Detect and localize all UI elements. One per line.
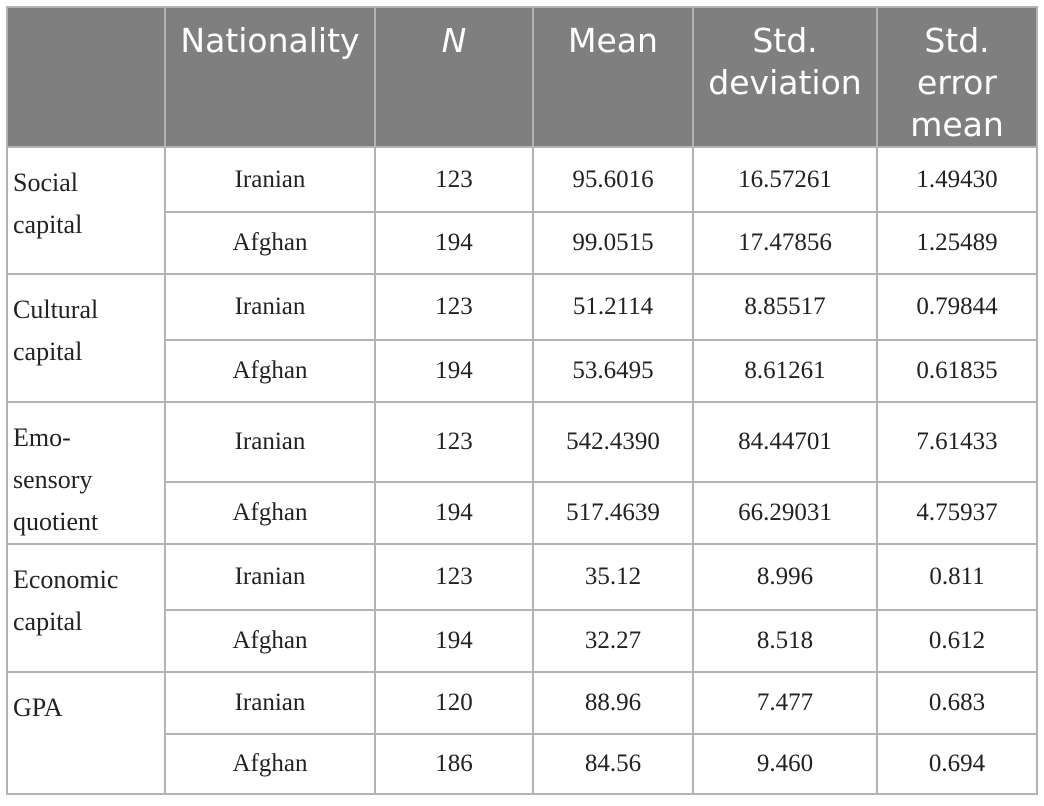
nationality-cell: Afghan	[164, 211, 376, 275]
variable-cell-cultural-capital: Cultural capital	[6, 273, 166, 403]
std-error-cell: 1.49430	[876, 146, 1038, 213]
table-row: Social capital Iranian 123 95.6016 16.572…	[6, 146, 1038, 275]
variable-label: quotient	[13, 507, 99, 536]
std-error-cell: 0.683	[876, 671, 1038, 735]
table-row: Afghan 194 32.27 8.518 0.612	[7, 609, 1038, 673]
header-nationality: Nationality	[164, 6, 376, 148]
std-deviation-cell: 16.57261	[692, 146, 878, 213]
header-std-deviation-line-1: Std.	[752, 21, 818, 60]
header-std-error-mean: Std. error mean	[876, 6, 1038, 148]
n-cell: 123	[374, 146, 534, 213]
n-cell: 120	[374, 671, 534, 735]
header-nationality-label: Nationality	[180, 21, 360, 60]
descriptive-statistics-table: Nationality N Mean Std. deviation Std. err…	[6, 6, 1038, 795]
std-deviation-cell: 7.477	[692, 671, 878, 735]
mean-cell: 53.6495	[532, 339, 694, 403]
nationality-cell: Iranian	[164, 401, 376, 483]
header-std-error-mean-line-3: mean	[910, 105, 1004, 144]
nationality-cell: Iranian	[164, 146, 376, 213]
variable-cell-emo-sensory-quotient: Emo-sensory quotient	[6, 401, 166, 545]
table-header: Nationality N Mean Std. deviation Std. err…	[6, 6, 1038, 148]
nationality-cell: Iranian	[164, 273, 376, 341]
variable-label: GPA	[13, 693, 63, 722]
table-row: Afghan 186 84.56 9.460 0.694	[7, 733, 1038, 795]
variable-label: Economic	[13, 565, 119, 594]
table-row: Afghan 194 53.6495 8.61261 0.61835	[7, 339, 1038, 403]
variable-label: Social	[13, 168, 78, 197]
variable-label: capital	[13, 337, 83, 366]
header-row: Nationality N Mean Std. deviation Std. err…	[6, 6, 1038, 148]
mean-cell: 35.12	[532, 543, 694, 611]
std-deviation-cell: 9.460	[692, 733, 878, 795]
nationality-cell: Afghan	[164, 609, 376, 673]
std-deviation-cell: 66.29031	[692, 481, 878, 545]
std-deviation-cell: 8.518	[692, 609, 878, 673]
variable-cell-economic-capital: Economic capital	[6, 543, 166, 673]
variable-label: capital	[13, 210, 83, 239]
table-row: GPA Iranian 120 88.96 7.477 0.683	[6, 671, 1038, 795]
table-row: Emo-sensory quotient Iranian 123 542.4390…	[6, 401, 1038, 545]
mean-cell: 88.96	[532, 671, 694, 735]
table-row: Cultural capital Iranian 123 51.2114 8.85…	[6, 273, 1038, 403]
header-mean: Mean	[532, 6, 694, 148]
nationality-cell: Afghan	[164, 481, 376, 545]
n-cell: 123	[374, 543, 534, 611]
header-std-error-mean-line-2: error	[917, 63, 997, 102]
header-std-deviation: Std. deviation	[692, 6, 878, 148]
std-error-cell: 0.79844	[876, 273, 1038, 341]
std-deviation-cell: 8.85517	[692, 273, 878, 341]
variable-label: Cultural	[13, 295, 99, 324]
table-row: Afghan 194 99.0515 17.47856 1.25489	[7, 211, 1038, 275]
table-row: Economic capital Iranian 123 35.12 8.996 …	[6, 543, 1038, 673]
header-std-error-mean-line-1: Std.	[924, 21, 990, 60]
std-error-cell: 0.612	[876, 609, 1038, 673]
mean-cell: 51.2114	[532, 273, 694, 341]
mean-cell: 517.4639	[532, 481, 694, 545]
variable-cell-social-capital: Social capital	[6, 146, 166, 275]
nationality-cell: Iranian	[164, 543, 376, 611]
mean-cell: 95.6016	[532, 146, 694, 213]
variable-cell-gpa: GPA	[6, 671, 166, 795]
header-empty-cell	[6, 6, 166, 148]
n-cell: 194	[374, 211, 534, 275]
mean-cell: 84.56	[532, 733, 694, 795]
header-n: N	[374, 6, 534, 148]
n-cell: 194	[374, 339, 534, 403]
mean-cell: 32.27	[532, 609, 694, 673]
table-body: Social capital Iranian 123 95.6016 16.572…	[6, 146, 1038, 795]
variable-label: capital	[13, 607, 83, 636]
header-mean-label: Mean	[568, 21, 658, 60]
std-error-cell: 4.75937	[876, 481, 1038, 545]
table-row: Afghan 194 517.4639 66.29031 4.75937	[7, 481, 1038, 545]
std-error-cell: 0.811	[876, 543, 1038, 611]
nationality-cell: Afghan	[164, 339, 376, 403]
n-cell: 123	[374, 401, 534, 483]
std-deviation-cell: 84.44701	[692, 401, 878, 483]
header-std-deviation-line-2: deviation	[708, 63, 862, 102]
std-error-cell: 1.25489	[876, 211, 1038, 275]
std-deviation-cell: 8.61261	[692, 339, 878, 403]
std-error-cell: 7.61433	[876, 401, 1038, 483]
header-n-label: N	[441, 21, 467, 60]
std-error-cell: 0.694	[876, 733, 1038, 795]
nationality-cell: Afghan	[164, 733, 376, 795]
n-cell: 186	[374, 733, 534, 795]
n-cell: 194	[374, 609, 534, 673]
mean-cell: 542.4390	[532, 401, 694, 483]
std-deviation-cell: 17.47856	[692, 211, 878, 275]
std-deviation-cell: 8.996	[692, 543, 878, 611]
std-error-cell: 0.61835	[876, 339, 1038, 403]
variable-label: sensory	[13, 465, 93, 494]
n-cell: 123	[374, 273, 534, 341]
n-cell: 194	[374, 481, 534, 545]
variable-label: Emo-	[13, 423, 71, 452]
mean-cell: 99.0515	[532, 211, 694, 275]
nationality-cell: Iranian	[164, 671, 376, 735]
